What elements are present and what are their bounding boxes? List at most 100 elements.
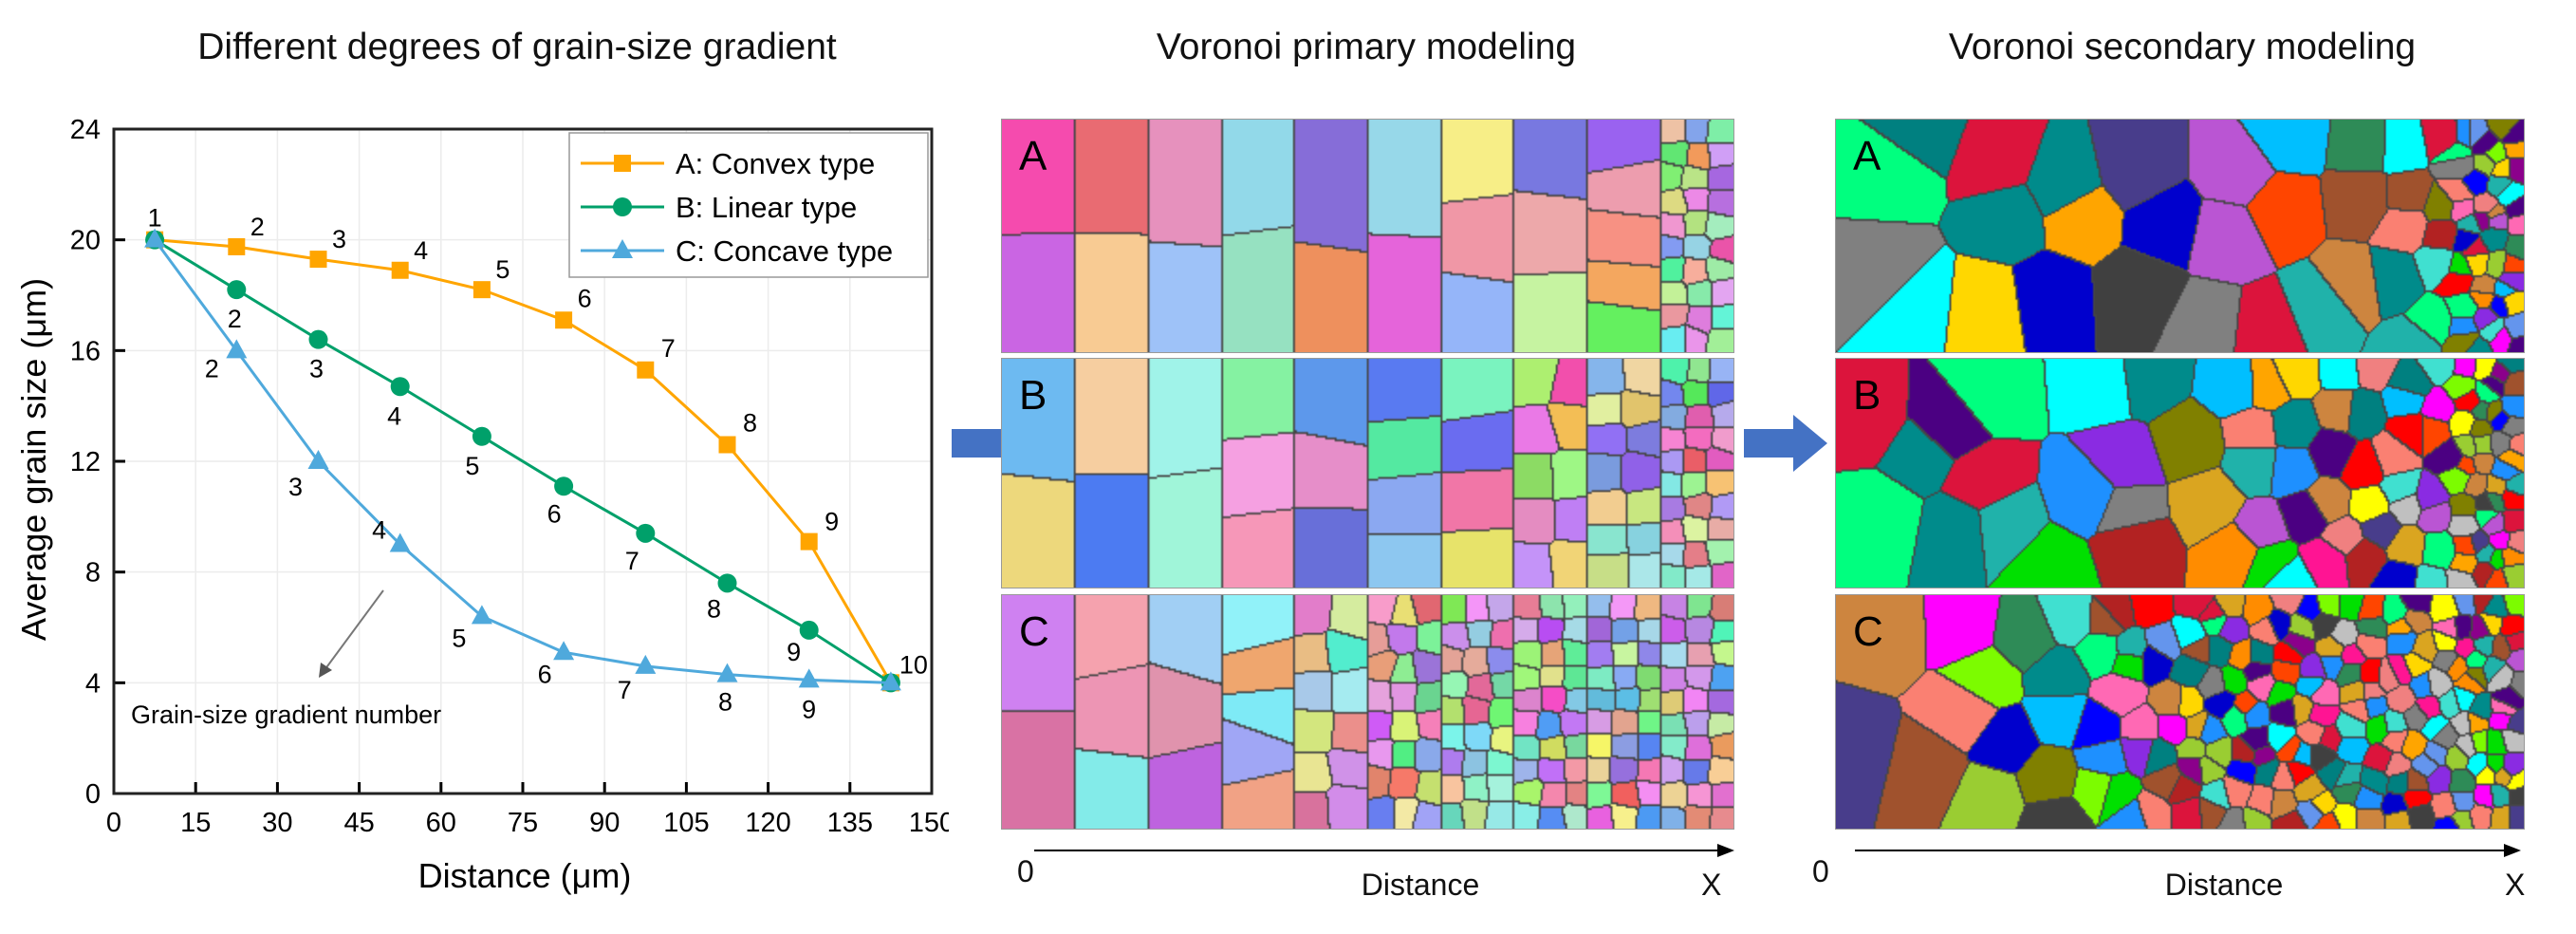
point-label: 5: [465, 452, 479, 480]
y-tick-label: 12: [70, 447, 101, 477]
data-point: [637, 361, 655, 379]
data-point: [635, 654, 657, 674]
primary-axis-label: Distance: [1361, 868, 1480, 902]
right-arrow-icon: [1744, 415, 1827, 472]
legend-entry: C: Concave type: [676, 234, 893, 268]
panel-label: A: [1853, 133, 1881, 179]
point-label: 6: [547, 499, 562, 528]
panel-label: B: [1853, 372, 1881, 419]
data-point: [554, 476, 574, 496]
point-label: 2: [228, 305, 242, 333]
voronoi-secondary-a: [1836, 120, 2524, 352]
data-point: [308, 329, 328, 349]
data-point: [799, 620, 819, 640]
panel-label: C: [1019, 608, 1049, 655]
point-label: 10: [899, 650, 928, 679]
panel-label: B: [1019, 372, 1047, 419]
series-line: [154, 238, 893, 684]
legend-entry: A: Convex type: [676, 147, 875, 180]
point-label: 1: [148, 204, 162, 233]
data-point: [880, 671, 901, 691]
legend-marker: [613, 197, 632, 216]
data-point: [226, 339, 248, 359]
point-label: 2: [205, 354, 219, 383]
y-axis-label: Average grain size (μm): [14, 278, 53, 641]
chart-title: Different degrees of grain-size gradient: [197, 27, 837, 67]
data-point: [389, 532, 411, 552]
voronoi-secondary-b: [1836, 359, 2524, 588]
point-label: 4: [414, 236, 428, 265]
primary-distance-axis: [1034, 844, 1734, 857]
legend-entry: B: Linear type: [676, 191, 857, 224]
point-label: 5: [452, 624, 466, 652]
x-tick-label: 30: [262, 808, 292, 838]
x-tick-label: 120: [745, 808, 790, 838]
x-tick-label: 90: [589, 808, 620, 838]
data-point: [555, 311, 573, 329]
point-label: 7: [661, 334, 676, 363]
panel-label: A: [1019, 133, 1047, 179]
data-point: [228, 237, 246, 255]
series-line: [153, 238, 891, 684]
data-point: [390, 377, 410, 397]
primary-panel-a: A: [1001, 119, 1734, 353]
point-label: 4: [387, 402, 401, 430]
data-point: [718, 436, 736, 454]
secondary-panel-b: B: [1835, 358, 2525, 588]
x-tick-label: 135: [827, 808, 873, 838]
point-label: 9: [787, 638, 801, 666]
x-tick-label: 60: [426, 808, 456, 838]
data-point: [227, 280, 247, 300]
secondary-panel-a: A: [1835, 119, 2525, 353]
point-label: 8: [707, 594, 721, 623]
y-tick-label: 20: [70, 226, 101, 256]
data-point: [472, 426, 491, 446]
x-tick-label: 15: [180, 808, 211, 838]
legend-marker: [614, 155, 631, 172]
secondary-axis-label: Distance: [2164, 868, 2284, 902]
secondary-distance-axis: [1855, 844, 2521, 857]
point-label: 3: [288, 473, 303, 501]
point-label: 7: [618, 676, 632, 704]
point-label: 5: [495, 255, 510, 284]
data-point: [473, 281, 491, 299]
x-tick-label: 45: [343, 808, 374, 838]
data-point: [391, 261, 409, 279]
secondary-axis-origin: 0: [1812, 854, 1829, 888]
data-point: [553, 641, 575, 661]
series-line: [154, 238, 892, 684]
primary-panel-b: B: [1001, 358, 1734, 588]
data-point: [307, 450, 329, 469]
point-label: 3: [332, 225, 346, 253]
data-point: [716, 663, 738, 682]
point-label: 2: [250, 213, 265, 241]
annotation-text: Grain-size gradient number: [131, 700, 441, 729]
chart-legend: A: Convex type B: Linear type C: Concave t…: [568, 132, 929, 278]
annotation-arrow: [319, 589, 384, 678]
data-point: [309, 251, 327, 269]
x-tick-label: 75: [508, 808, 538, 838]
primary-axis-end: X: [1701, 868, 1722, 902]
data-point: [800, 532, 818, 551]
x-tick-label: 105: [663, 808, 709, 838]
data-point: [471, 605, 492, 625]
point-label: 8: [743, 409, 757, 438]
data-point: [144, 228, 166, 248]
x-axis-label: Distance (μm): [418, 856, 632, 895]
chart-series: 1 2 3 4 5 6 7 8 9 10 2 3 4 5 6 7 8 9 2 3 4 5 6 7 8 9: [144, 204, 928, 723]
point-label: 4: [372, 516, 386, 545]
point-label: 7: [625, 547, 639, 575]
panel-label: C: [1853, 608, 1883, 655]
point-label: 6: [538, 660, 552, 688]
point-label: 9: [825, 508, 839, 536]
point-label: 6: [578, 284, 592, 312]
x-tick-label: 0: [106, 808, 121, 838]
y-tick-label: 8: [85, 558, 101, 588]
x-tick-label: 150: [909, 808, 949, 838]
voronoi-secondary-c: [1836, 595, 2524, 829]
data-point: [798, 668, 820, 688]
y-tick-label: 24: [70, 115, 101, 145]
secondary-axis-end: X: [2505, 868, 2526, 902]
